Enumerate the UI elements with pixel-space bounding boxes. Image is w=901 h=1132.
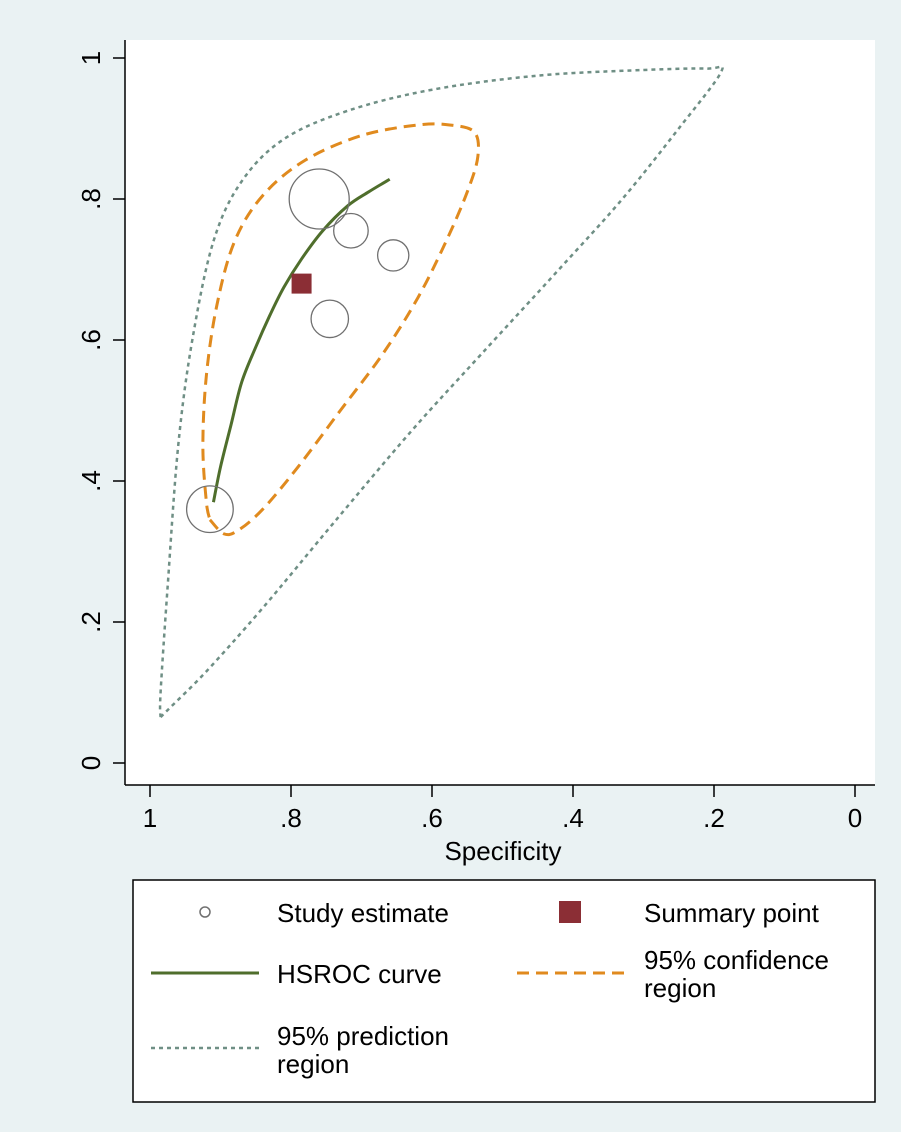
y-tick-label: .6 xyxy=(76,329,106,351)
x-tick-label: .2 xyxy=(703,803,725,833)
legend-key-study-estimate xyxy=(199,906,211,918)
legend-label-study-estimate: Study estimate xyxy=(277,898,449,928)
chart-series xyxy=(158,65,724,719)
x-axis-title: Specificity xyxy=(444,836,561,866)
study-estimate-point xyxy=(288,168,350,230)
legend-label-confidence-line1: 95% confidence xyxy=(644,945,829,975)
y-tick-label: 1 xyxy=(76,51,106,65)
study-estimate-point xyxy=(333,212,369,249)
x-tick-label: .6 xyxy=(421,803,443,833)
legend-label-hsroc-curve: HSROC curve xyxy=(277,959,442,989)
legend-label-prediction-line1: 95% prediction xyxy=(277,1021,449,1051)
x-axis-ticks: 1 .8 .6 .4 .2 0 xyxy=(143,785,862,833)
prediction-region-line xyxy=(158,65,724,719)
study-estimate-point xyxy=(185,485,234,534)
y-tick-label: .8 xyxy=(76,188,106,210)
x-tick-label: 0 xyxy=(848,803,862,833)
y-tick-label: .4 xyxy=(76,470,106,492)
x-tick-label: .4 xyxy=(562,803,584,833)
x-tick-label: .8 xyxy=(280,803,302,833)
legend-key-summary-point xyxy=(559,901,581,923)
plot-area xyxy=(125,40,875,785)
legend: Study estimate Summary point HSROC curve… xyxy=(132,879,876,1103)
study-estimate-point xyxy=(376,239,410,272)
y-tick-label: 0 xyxy=(76,756,106,770)
summary-point-marker xyxy=(291,273,312,294)
y-axis-ticks: 0 .2 .4 .6 .8 1 xyxy=(76,51,125,770)
legend-box xyxy=(132,879,876,1103)
x-tick-label: 1 xyxy=(143,803,157,833)
legend-label-confidence-line2: region xyxy=(644,973,716,1003)
legend-label-summary-point: Summary point xyxy=(644,898,820,928)
legend-label-prediction-line2: region xyxy=(277,1049,349,1079)
study-estimate-point xyxy=(310,299,350,339)
study-estimates xyxy=(185,168,410,534)
y-tick-label: .2 xyxy=(76,611,106,633)
